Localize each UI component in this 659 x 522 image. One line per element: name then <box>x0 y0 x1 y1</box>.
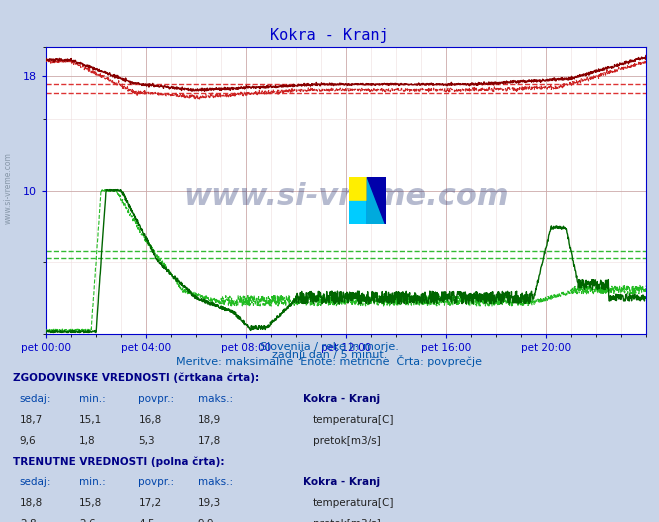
Polygon shape <box>368 177 386 224</box>
Text: 2,6: 2,6 <box>79 519 96 522</box>
Text: min.:: min.: <box>79 478 106 488</box>
Text: sedaj:: sedaj: <box>20 478 51 488</box>
Polygon shape <box>368 177 386 224</box>
Text: povpr.:: povpr.: <box>138 394 175 404</box>
Text: Meritve: maksimalne  Enote: metrične  Črta: povprečje: Meritve: maksimalne Enote: metrične Črta… <box>177 355 482 367</box>
Text: 9,6: 9,6 <box>20 436 36 446</box>
Text: 18,9: 18,9 <box>198 415 221 425</box>
Text: 19,3: 19,3 <box>198 499 221 508</box>
Text: sedaj:: sedaj: <box>20 394 51 404</box>
Text: zadnji dan / 5 minut.: zadnji dan / 5 minut. <box>272 350 387 360</box>
Bar <box>349 201 368 224</box>
Text: Kokra - Kranj: Kokra - Kranj <box>303 394 380 404</box>
Text: maks.:: maks.: <box>198 394 233 404</box>
Text: 17,8: 17,8 <box>198 436 221 446</box>
Text: TRENUTNE VREDNOSTI (polna črta):: TRENUTNE VREDNOSTI (polna črta): <box>13 456 225 467</box>
Text: www.si-vreme.com: www.si-vreme.com <box>183 182 509 211</box>
Bar <box>368 177 386 224</box>
Text: povpr.:: povpr.: <box>138 478 175 488</box>
Text: 17,2: 17,2 <box>138 499 161 508</box>
Text: temperatura[C]: temperatura[C] <box>313 499 395 508</box>
Text: min.:: min.: <box>79 394 106 404</box>
Text: 15,1: 15,1 <box>79 415 102 425</box>
Text: 16,8: 16,8 <box>138 415 161 425</box>
Text: 18,8: 18,8 <box>20 499 43 508</box>
Text: pretok[m3/s]: pretok[m3/s] <box>313 519 381 522</box>
Text: 18,7: 18,7 <box>20 415 43 425</box>
Text: www.si-vreme.com: www.si-vreme.com <box>3 152 13 224</box>
Text: 15,8: 15,8 <box>79 499 102 508</box>
Text: pretok[m3/s]: pretok[m3/s] <box>313 436 381 446</box>
Text: 2,8: 2,8 <box>20 519 36 522</box>
Text: Slovenija / reke in morje.: Slovenija / reke in morje. <box>260 342 399 352</box>
Text: Kokra - Kranj: Kokra - Kranj <box>270 28 389 43</box>
Text: temperatura[C]: temperatura[C] <box>313 415 395 425</box>
Text: ZGODOVINSKE VREDNOSTI (črtkana črta):: ZGODOVINSKE VREDNOSTI (črtkana črta): <box>13 373 259 383</box>
Text: 9,9: 9,9 <box>198 519 214 522</box>
Text: 1,8: 1,8 <box>79 436 96 446</box>
Text: Kokra - Kranj: Kokra - Kranj <box>303 478 380 488</box>
Text: 4,5: 4,5 <box>138 519 155 522</box>
Text: maks.:: maks.: <box>198 478 233 488</box>
Bar <box>349 177 368 201</box>
Text: 5,3: 5,3 <box>138 436 155 446</box>
